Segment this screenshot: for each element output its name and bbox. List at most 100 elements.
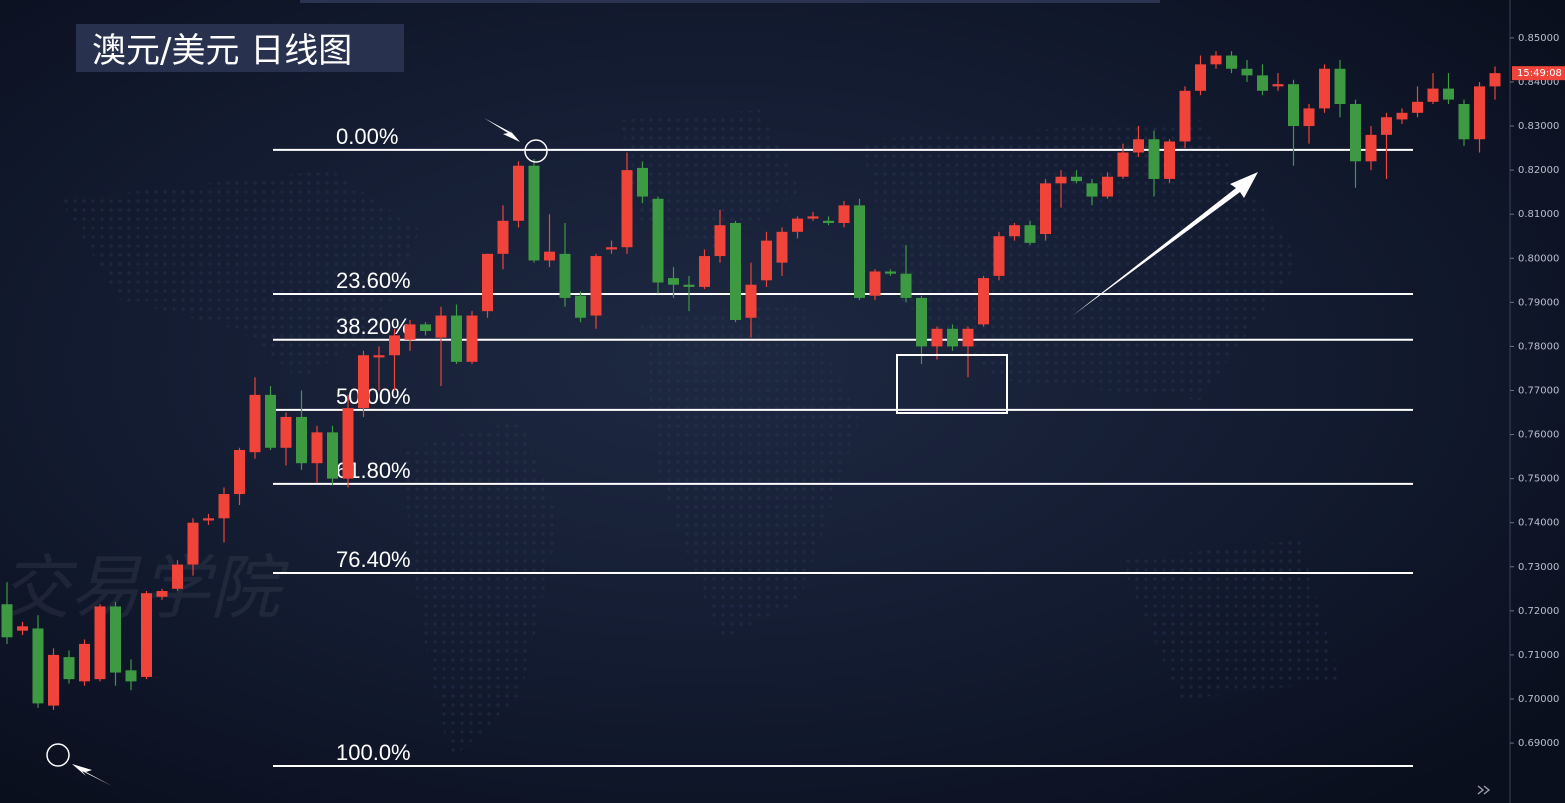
arrow-low	[72, 764, 112, 786]
fib-label: 50.00%	[336, 384, 411, 409]
candle-body	[404, 324, 416, 340]
y-tick-label: 0.81000	[1518, 209, 1559, 220]
candle-body	[1133, 139, 1144, 153]
candle-body	[48, 654, 59, 706]
candle-body	[1164, 141, 1175, 179]
candle-body	[1148, 139, 1160, 179]
candle-body	[513, 165, 524, 221]
candle-body	[606, 247, 617, 250]
candle-body	[854, 205, 865, 298]
candle-body	[528, 165, 540, 261]
candle-body	[1288, 84, 1299, 127]
candle-body	[451, 315, 462, 362]
candle-body	[745, 284, 757, 318]
candle-body	[869, 271, 881, 296]
candle-body	[1195, 64, 1206, 91]
y-tick-label: 0.69000	[1518, 738, 1559, 749]
candle-body	[978, 278, 989, 325]
candle-body	[668, 278, 679, 285]
candle-body	[1226, 55, 1237, 69]
fib-label: 23.60%	[336, 268, 411, 293]
y-tick-label: 0.72000	[1518, 606, 1559, 617]
y-tick-label: 0.85000	[1518, 33, 1559, 44]
candle-body	[823, 220, 834, 224]
highlight-box	[896, 354, 1008, 414]
candle-body	[497, 220, 509, 254]
candle-body	[931, 328, 943, 347]
candle-body	[342, 408, 354, 479]
candle-body	[234, 449, 245, 495]
candle-body	[265, 394, 276, 448]
candle-body	[807, 216, 819, 219]
y-tick-label: 0.76000	[1518, 430, 1559, 441]
low-circle	[46, 743, 70, 767]
candle-body	[482, 253, 493, 312]
candle-body	[1117, 152, 1129, 177]
y-tick-label: 0.80000	[1518, 253, 1559, 264]
trend-arrow	[1072, 172, 1258, 316]
y-tick-label: 0.70000	[1518, 694, 1559, 705]
y-tick-label: 0.75000	[1518, 474, 1559, 485]
candle-body	[1396, 112, 1408, 120]
y-tick-label: 0.84000	[1518, 77, 1559, 88]
candle-body	[699, 256, 710, 287]
candle-body	[544, 251, 555, 261]
top-bar	[300, 0, 1160, 3]
candle-body	[94, 606, 106, 680]
candle-body	[1443, 88, 1454, 100]
candle-body	[1040, 183, 1051, 235]
candle-body	[776, 231, 788, 263]
arrow-high	[484, 118, 520, 142]
candle-body	[79, 643, 90, 682]
candle-body	[327, 432, 338, 479]
candle-body	[652, 198, 664, 283]
candle-body	[125, 670, 137, 682]
candle-body	[17, 626, 28, 631]
y-tick-label: 0.79000	[1518, 297, 1559, 308]
candle-body	[187, 522, 199, 565]
candle-body	[1427, 88, 1439, 102]
candle-body	[1381, 117, 1392, 135]
candle-body	[1257, 75, 1268, 91]
candle-body	[1086, 183, 1098, 197]
candle-body	[1474, 86, 1485, 140]
candle-body	[683, 284, 695, 287]
candle-body	[900, 273, 912, 298]
candles	[1, 51, 1501, 711]
candle-body	[296, 416, 307, 464]
candle-body	[466, 315, 478, 362]
candle-body	[1210, 55, 1222, 65]
high-circle	[524, 139, 548, 163]
candle-body	[1365, 134, 1377, 162]
fibonacci: 0.00%23.60%38.20%50.00%61.80%76.40%100.0…	[273, 124, 1413, 767]
candle-body	[311, 432, 323, 464]
y-tick-label: 0.82000	[1518, 165, 1559, 176]
fib-label: 38.20%	[336, 314, 411, 339]
candle-body	[993, 236, 1005, 276]
fib-label: 100.0%	[336, 740, 411, 765]
candle-body	[1412, 101, 1423, 113]
price-tag-label: 15:49:08	[1517, 68, 1562, 79]
world-map	[60, 110, 1340, 760]
candle-body	[1458, 104, 1470, 140]
candle-body	[172, 564, 183, 589]
candle-body	[559, 253, 571, 298]
chart-title: 澳元/美元 日线图	[92, 31, 352, 71]
candle-body	[1055, 176, 1067, 184]
candle-body	[621, 170, 633, 248]
candle-body	[1102, 176, 1113, 197]
candle-body	[435, 315, 447, 338]
candle-body	[590, 256, 602, 316]
candle-body	[730, 223, 741, 320]
candle-body	[1350, 104, 1361, 162]
candle-body	[203, 518, 214, 521]
candle-body	[1272, 84, 1284, 87]
candle-body	[1334, 68, 1346, 105]
candle-body	[1241, 68, 1253, 76]
candle-body	[373, 355, 385, 358]
price-tag	[1512, 66, 1565, 81]
candle-body	[420, 324, 431, 331]
scroll-icon[interactable]	[1477, 785, 1491, 795]
candle-body	[1071, 176, 1082, 182]
